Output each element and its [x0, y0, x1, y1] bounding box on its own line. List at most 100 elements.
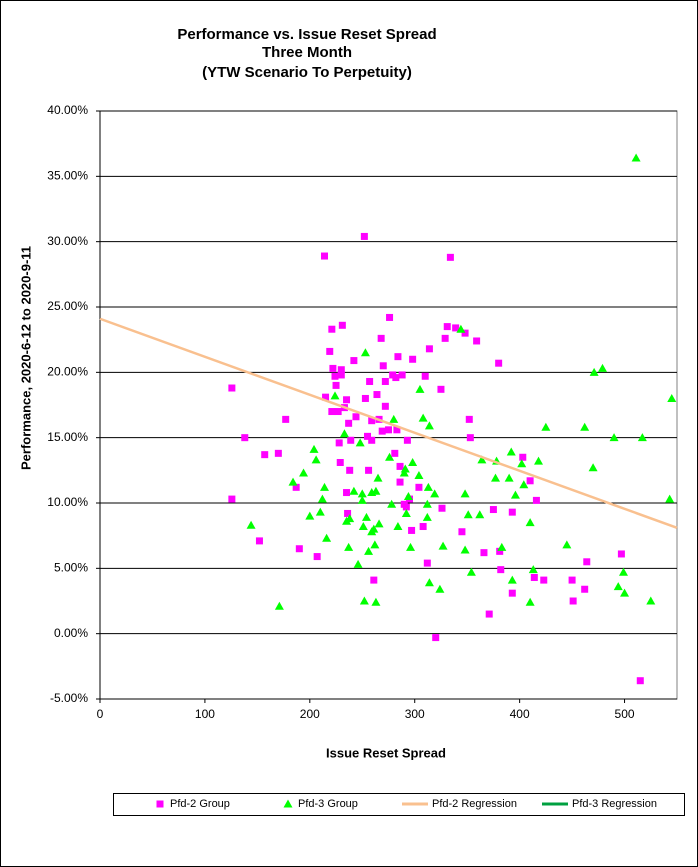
point: [387, 499, 397, 508]
point: [617, 550, 625, 558]
point: [508, 589, 516, 597]
point: [423, 482, 433, 491]
point: [368, 436, 376, 444]
point: [424, 421, 434, 430]
point: [525, 597, 535, 606]
point: [409, 355, 417, 363]
point: [540, 576, 548, 584]
point: [458, 528, 466, 536]
point: [507, 575, 517, 584]
point: [475, 510, 485, 519]
point: [361, 394, 369, 402]
chart-title: (YTW Scenario To Perpetuity): [202, 64, 412, 81]
point: [373, 391, 381, 399]
point: [465, 415, 473, 423]
point: [437, 385, 445, 393]
point: [339, 429, 349, 438]
point: [620, 588, 630, 597]
point: [320, 482, 330, 491]
point: [358, 522, 368, 531]
legend-marker: [283, 799, 293, 808]
point: [332, 381, 340, 389]
point: [446, 253, 454, 261]
point: [337, 371, 345, 379]
point: [398, 371, 406, 379]
point: [477, 455, 487, 464]
point: [466, 567, 476, 576]
point: [466, 434, 474, 442]
point: [322, 533, 332, 542]
point: [588, 463, 598, 472]
point: [393, 426, 401, 434]
point: [598, 363, 608, 372]
point: [526, 477, 534, 485]
point: [360, 232, 368, 240]
x-axis-title: Issue Reset Spread: [326, 745, 446, 760]
point: [343, 489, 351, 497]
point: [328, 325, 336, 333]
point: [424, 578, 434, 587]
point: [328, 408, 336, 416]
point: [435, 584, 445, 593]
point: [421, 372, 429, 380]
point: [370, 576, 378, 584]
point: [408, 457, 418, 466]
point: [305, 511, 315, 520]
x-tick-label: 500: [615, 707, 635, 721]
point: [392, 374, 400, 382]
point: [580, 422, 590, 431]
point: [396, 478, 404, 486]
point: [562, 540, 572, 549]
point: [321, 252, 329, 260]
point: [495, 359, 503, 367]
point: [473, 337, 481, 345]
point: [359, 596, 369, 605]
point: [369, 524, 379, 533]
point: [343, 396, 351, 404]
point: [510, 490, 520, 499]
point: [295, 545, 303, 553]
point: [335, 439, 343, 447]
point: [313, 553, 321, 561]
point: [396, 462, 404, 470]
point: [389, 414, 399, 423]
y-tick-label: 20.00%: [47, 365, 88, 379]
point: [438, 504, 446, 512]
point: [419, 523, 427, 531]
x-tick-label: 0: [97, 707, 104, 721]
point: [491, 473, 501, 482]
point: [378, 427, 386, 435]
legend-label: Pfd-2 Group: [170, 798, 230, 810]
point: [360, 348, 370, 357]
point: [583, 558, 591, 566]
point: [373, 473, 383, 482]
y-tick-label: -5.00%: [50, 691, 88, 705]
point: [336, 458, 344, 466]
y-tick-label: 40.00%: [47, 103, 88, 117]
point: [330, 391, 340, 400]
point: [646, 596, 656, 605]
point: [292, 483, 300, 491]
point: [274, 449, 282, 457]
point: [346, 466, 354, 474]
point: [667, 393, 677, 402]
point: [381, 402, 389, 410]
y-tick-label: 25.00%: [47, 299, 88, 313]
point: [508, 508, 516, 516]
x-tick-label: 300: [405, 707, 425, 721]
point: [432, 634, 440, 642]
point: [391, 449, 399, 457]
point: [408, 526, 416, 534]
point: [636, 677, 644, 685]
point: [364, 432, 372, 440]
point: [568, 576, 576, 584]
point: [589, 367, 599, 376]
point: [418, 413, 428, 422]
point: [357, 495, 367, 504]
point: [353, 559, 363, 568]
legend-box: [113, 793, 685, 816]
point: [517, 459, 527, 468]
point: [422, 512, 432, 521]
x-tick-label: 200: [300, 707, 320, 721]
